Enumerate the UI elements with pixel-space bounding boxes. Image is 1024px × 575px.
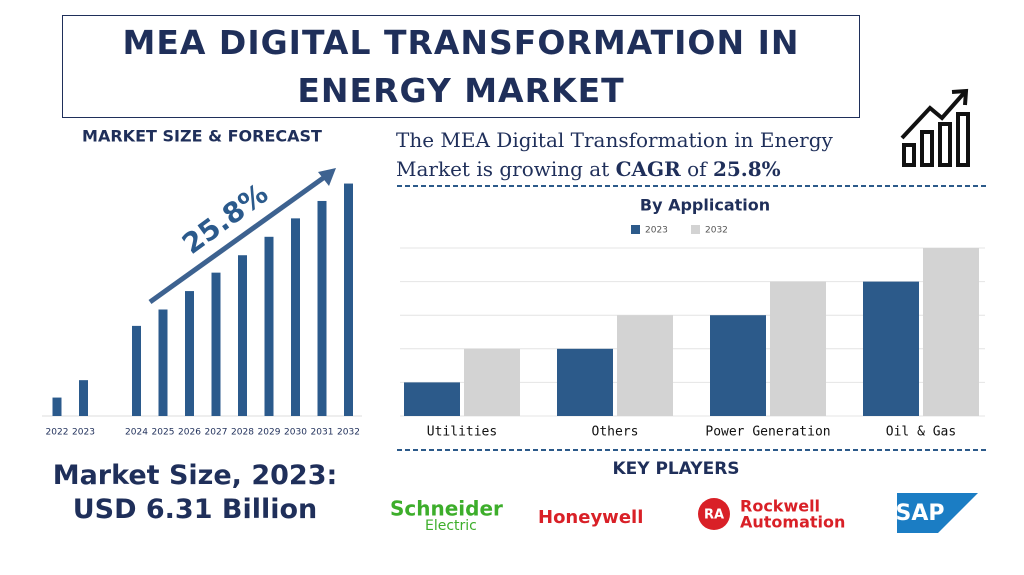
bar <box>464 348 520 416</box>
bar <box>52 397 62 416</box>
bar <box>79 380 88 416</box>
logo-shape <box>897 493 978 533</box>
x-tick-label: 2030 <box>284 428 307 438</box>
chart-title: By Application <box>640 196 770 215</box>
summary-emphasis: CAGR <box>615 157 681 181</box>
bar <box>291 218 300 416</box>
bar <box>185 291 194 416</box>
legend-label: 2023 <box>645 226 668 236</box>
x-tick-label: 2024 <box>125 428 148 438</box>
bar <box>710 315 766 416</box>
page-title: MEA DIGITAL TRANSFORMATION IN ENERGY MAR… <box>62 15 860 118</box>
bar <box>770 281 826 416</box>
x-tick-label: Power Generation <box>705 425 830 440</box>
bar <box>923 248 979 416</box>
x-tick-label: 2027 <box>205 428 228 438</box>
x-tick-label: 2029 <box>258 428 281 438</box>
legend-label: 2032 <box>705 226 728 236</box>
bar <box>211 272 221 416</box>
legend-swatch <box>631 225 640 234</box>
summary-text: of <box>687 157 707 181</box>
x-tick-label: 2023 <box>72 428 95 438</box>
summary-text: The MEA Digital Transformation in Energy <box>396 128 833 152</box>
section-title: KEY PLAYERS <box>612 459 739 479</box>
logo-text: Rockwell <box>740 497 820 516</box>
bar <box>344 183 353 416</box>
chart-title: MARKET SIZE & FORECAST <box>82 127 322 146</box>
legend-swatch <box>691 225 700 234</box>
logo-text: RA <box>704 508 724 523</box>
bar <box>863 281 919 416</box>
summary-text: Market is growing at <box>396 157 610 181</box>
x-tick-label: 2022 <box>46 428 69 438</box>
x-tick-label: Oil & Gas <box>886 425 956 440</box>
trend-arrow <box>148 173 328 305</box>
x-tick-label: 2032 <box>337 428 360 438</box>
bar <box>557 348 613 416</box>
logo-text: Electric <box>425 518 477 534</box>
x-tick-label: 2031 <box>311 428 334 438</box>
summary: The MEA Digital Transformation in Energy… <box>396 126 876 184</box>
market-size-label: Market Size, 2023: <box>52 460 338 491</box>
summary-emphasis: 25.8% <box>712 157 781 181</box>
market-size-value: USD 6.31 Billion <box>72 494 318 525</box>
title-text: MEA DIGITAL TRANSFORMATION IN ENERGY MAR… <box>122 22 800 110</box>
bar <box>317 200 327 416</box>
x-tick-label: 2028 <box>231 428 254 438</box>
logo-text: SAP <box>896 501 945 526</box>
bar <box>617 315 673 416</box>
logo-badge <box>698 498 730 530</box>
x-tick-label: 2025 <box>152 428 175 438</box>
bar <box>158 309 168 416</box>
logo-text: Honeywell <box>538 507 643 528</box>
x-tick-label: Utilities <box>427 425 497 440</box>
bar <box>264 236 274 416</box>
x-tick-label: Others <box>592 425 639 440</box>
trend-arrowhead <box>318 168 336 186</box>
bar <box>404 382 460 416</box>
logo-text: Automation <box>740 513 845 532</box>
growth-icon <box>900 88 970 167</box>
logo-text: Schneider <box>390 497 503 521</box>
x-tick-label: 2026 <box>178 428 201 438</box>
bar <box>238 255 247 416</box>
bar <box>132 325 141 416</box>
